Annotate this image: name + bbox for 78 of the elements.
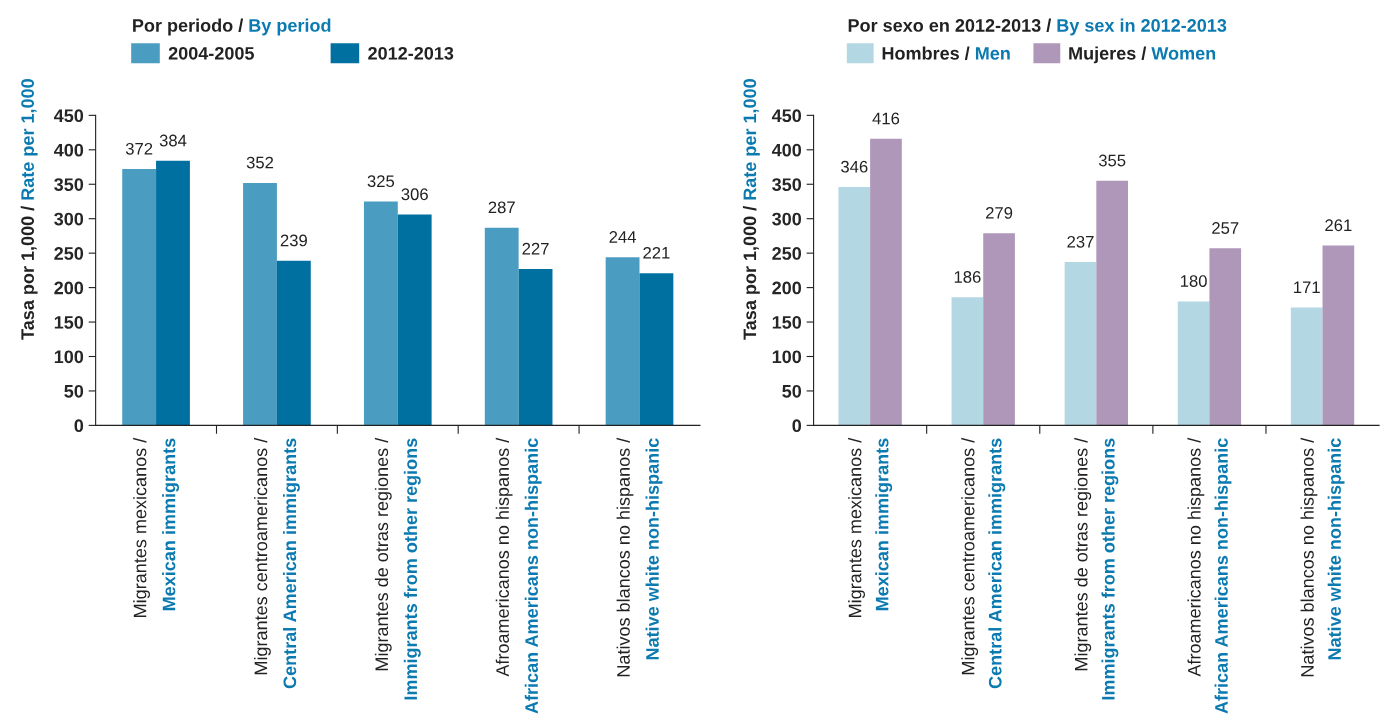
y-tick-label: 200: [772, 281, 802, 295]
bar: [1177, 301, 1210, 426]
data-label: 221: [643, 246, 670, 259]
bar: [363, 201, 398, 426]
y-tick-label: 300: [54, 212, 84, 226]
y-tick-label: 200: [54, 281, 84, 295]
legend-title: Por periodo / By period: [133, 18, 331, 36]
data-label: 306: [401, 188, 428, 201]
data-label: 287: [488, 201, 515, 214]
y-tick-label: 100: [772, 350, 802, 364]
legend-label: 2004-2005: [168, 46, 254, 60]
data-label: 325: [367, 175, 395, 188]
legend-label: Hombres / Men: [882, 46, 1010, 60]
data-label: 346: [841, 160, 868, 173]
bar: [276, 260, 311, 426]
bar: [156, 160, 190, 426]
y-tick-label: 450: [771, 109, 802, 123]
y-tick-label: 250: [54, 247, 84, 260]
bar: [983, 233, 1015, 426]
data-label: 279: [986, 206, 1013, 219]
data-label: 416: [872, 112, 900, 125]
legend-label: 2012-2013: [368, 46, 454, 60]
data-label: 237: [1067, 235, 1094, 248]
y-tick-label: 50: [64, 384, 84, 398]
bar: [1322, 245, 1355, 426]
bar: [1209, 248, 1242, 426]
y-tick-label: 0: [74, 419, 84, 433]
y-axis-title: Tasa por 1,000 / Rate per 1,000: [20, 79, 38, 340]
x-tick-label: Migrantes centroamericanos / Central American immigrants: [961, 437, 1006, 689]
data-label: 186: [954, 271, 981, 283]
bar: [639, 273, 674, 426]
data-label: 180: [1180, 275, 1207, 287]
x-tick-label: Afroamericanos no hispanos / African Americans non-hispanic: [1187, 437, 1232, 714]
y-tick-label: 400: [771, 143, 802, 157]
bar: [122, 169, 157, 426]
x-tick-label: Nativos blancos no hispanos / Native white non-hispanic: [616, 437, 663, 677]
bar: [1064, 262, 1097, 426]
bar: [518, 269, 553, 426]
x-tick-label: Migrantes centroamericanos / Central American immigrants: [254, 437, 300, 689]
data-label: 257: [1212, 222, 1239, 234]
y-tick-label: 350: [54, 178, 84, 191]
y-tick-label: 250: [772, 247, 802, 260]
y-tick-label: 50: [782, 384, 802, 398]
x-tick-label: Migrantes de otras regiones / Immigrants from other regions: [1074, 437, 1119, 700]
bar: [1096, 180, 1128, 426]
data-label: 355: [1098, 154, 1126, 167]
data-label: 239: [280, 234, 307, 247]
bar: [397, 214, 432, 426]
data-label: 171: [1294, 281, 1320, 294]
bar: [243, 182, 277, 426]
y-axis-title: Tasa por 1,000 / Rate per 1,000: [742, 79, 760, 340]
legend-title: Por sexo en 2012-2013 / By sex in 2012-2013: [848, 18, 1227, 36]
bar: [605, 257, 640, 426]
x-tick-label: Migrantes de otras regiones / Immigrants from other regions: [374, 437, 421, 700]
data-label: 227: [522, 242, 549, 255]
y-tick-label: 150: [54, 315, 84, 329]
legend-label: Mujeres / Women: [1069, 46, 1216, 64]
y-tick-label: 400: [53, 143, 84, 157]
y-tick-label: 450: [53, 109, 84, 123]
y-tick-label: 0: [792, 419, 802, 433]
y-tick-label: 150: [772, 315, 802, 329]
y-tick-label: 300: [772, 212, 802, 226]
bar: [951, 297, 984, 426]
data-label: 261: [1325, 219, 1352, 232]
x-tick-label: Nativos blancos no hispanos / Native white non-hispanic: [1300, 437, 1345, 677]
bar: [870, 138, 902, 426]
x-tick-label: Migrantes mexicanos / Mexican immigrants: [133, 437, 180, 617]
x-tick-label: Afroamericanos no hispanos / African Americans non-hispanic: [495, 437, 542, 714]
data-label: 384: [159, 134, 187, 147]
data-label: 244: [609, 231, 636, 243]
y-tick-label: 100: [54, 350, 84, 364]
y-tick-label: 350: [772, 178, 802, 191]
bar: [484, 227, 519, 426]
bar: [1290, 307, 1323, 426]
x-tick-label: Migrantes mexicanos / Mexican immigrants: [848, 437, 893, 617]
data-label: 352: [246, 156, 274, 169]
data-label: 372: [125, 142, 153, 155]
bar: [838, 187, 871, 426]
